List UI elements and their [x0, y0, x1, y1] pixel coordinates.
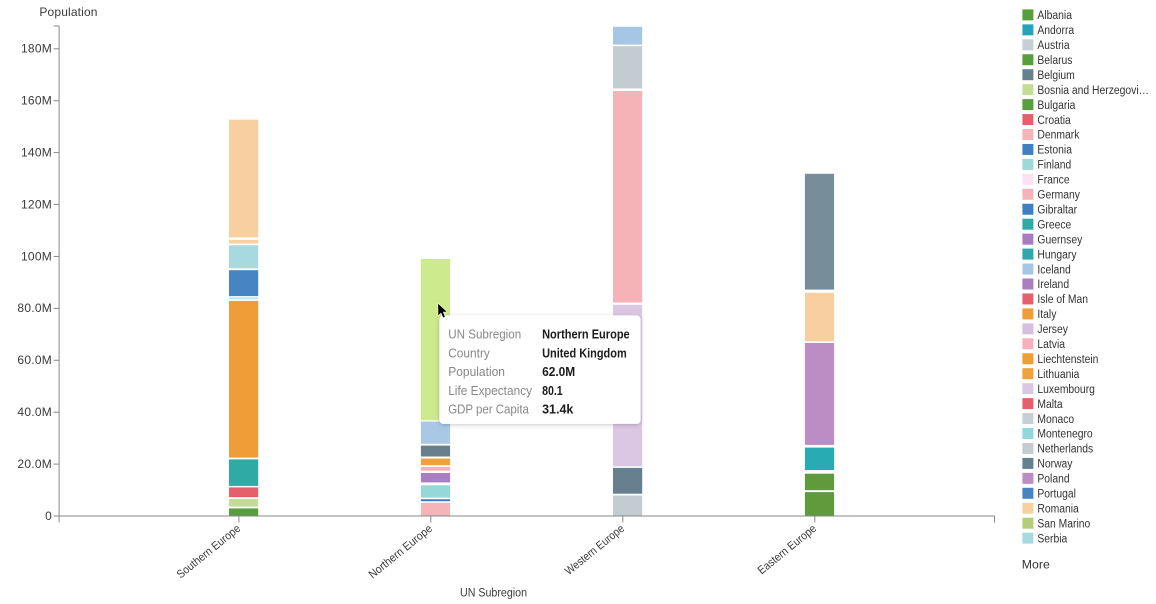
- svg-text:Italy: Italy: [1037, 309, 1056, 321]
- svg-text:GDP per Capita: GDP per Capita: [448, 402, 529, 417]
- svg-text:Northern Europe: Northern Europe: [542, 327, 630, 342]
- svg-text:Ireland: Ireland: [1037, 279, 1069, 291]
- svg-text:Belarus: Belarus: [1037, 55, 1072, 67]
- svg-text:Poland: Poland: [1037, 474, 1069, 486]
- svg-text:Estonia: Estonia: [1037, 145, 1072, 157]
- svg-text:Population: Population: [39, 5, 97, 19]
- svg-text:Luxembourg: Luxembourg: [1037, 384, 1095, 396]
- svg-text:60.0M: 60.0M: [17, 353, 52, 367]
- svg-text:100M: 100M: [21, 249, 52, 263]
- svg-text:180M: 180M: [21, 42, 52, 56]
- svg-text:Bosnia and Herzegovi…: Bosnia and Herzegovi…: [1037, 85, 1149, 97]
- svg-text:Serbia: Serbia: [1037, 533, 1067, 545]
- svg-text:UN Subregion: UN Subregion: [448, 327, 521, 342]
- svg-text:Portugal: Portugal: [1037, 489, 1076, 501]
- svg-text:Monaco: Monaco: [1037, 414, 1074, 426]
- svg-text:140M: 140M: [21, 145, 52, 159]
- svg-text:Guernsey: Guernsey: [1037, 234, 1082, 246]
- svg-text:Netherlands: Netherlands: [1037, 444, 1093, 456]
- svg-text:Iceland: Iceland: [1037, 264, 1070, 276]
- svg-text:Population: Population: [448, 364, 505, 379]
- svg-text:80.0M: 80.0M: [17, 301, 52, 315]
- svg-text:Norway: Norway: [1037, 459, 1072, 471]
- svg-text:0: 0: [45, 509, 52, 523]
- svg-text:Liechtenstein: Liechtenstein: [1037, 354, 1098, 366]
- svg-text:Belgium: Belgium: [1037, 70, 1074, 82]
- svg-text:Croatia: Croatia: [1037, 115, 1071, 127]
- svg-text:Andorra: Andorra: [1037, 25, 1074, 37]
- svg-text:Austria: Austria: [1037, 40, 1070, 52]
- svg-text:San Marino: San Marino: [1037, 518, 1090, 530]
- svg-text:Country: Country: [448, 345, 490, 360]
- svg-text:Germany: Germany: [1037, 190, 1080, 202]
- svg-text:31.4k: 31.4k: [542, 402, 574, 417]
- svg-text:Jersey: Jersey: [1037, 324, 1068, 336]
- svg-text:Lithuania: Lithuania: [1037, 369, 1080, 381]
- svg-text:More: More: [1022, 558, 1050, 572]
- svg-text:80.1: 80.1: [542, 383, 563, 398]
- svg-text:160M: 160M: [21, 94, 52, 108]
- svg-text:Finland: Finland: [1037, 160, 1071, 172]
- svg-text:France: France: [1037, 175, 1069, 187]
- svg-text:United Kingdom: United Kingdom: [542, 345, 627, 360]
- svg-text:Albania: Albania: [1037, 10, 1072, 22]
- svg-text:Hungary: Hungary: [1037, 249, 1076, 261]
- svg-text:40.0M: 40.0M: [17, 405, 52, 419]
- svg-text:Greece: Greece: [1037, 219, 1071, 231]
- svg-text:120M: 120M: [21, 197, 52, 211]
- svg-text:Malta: Malta: [1037, 399, 1063, 411]
- svg-text:Bulgaria: Bulgaria: [1037, 100, 1076, 112]
- svg-text:Montenegro: Montenegro: [1037, 429, 1092, 441]
- svg-text:62.0M: 62.0M: [542, 364, 575, 379]
- svg-text:Denmark: Denmark: [1037, 130, 1079, 142]
- svg-text:UN Subregion: UN Subregion: [460, 588, 527, 600]
- svg-text:Isle of Man: Isle of Man: [1037, 294, 1088, 306]
- svg-text:Life Expectancy: Life Expectancy: [448, 383, 532, 398]
- svg-text:Latvia: Latvia: [1037, 339, 1065, 351]
- svg-text:20.0M: 20.0M: [17, 457, 52, 471]
- svg-text:Gibraltar: Gibraltar: [1037, 204, 1077, 216]
- svg-text:Romania: Romania: [1037, 503, 1079, 515]
